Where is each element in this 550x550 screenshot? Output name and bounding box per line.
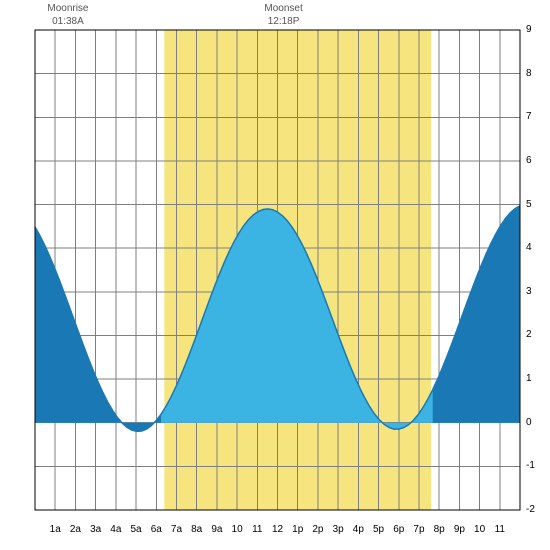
- x-tick-label: 12: [268, 524, 288, 535]
- annotation-time: 01:38A: [38, 15, 98, 28]
- x-tick-label: 7p: [409, 524, 429, 535]
- tide-chart: 1a2a3a4a5a6a7a8a9a1011121p2p3p4p5p6p7p8p…: [0, 0, 550, 550]
- x-tick-label: 4p: [348, 524, 368, 535]
- x-tick-label: 11: [247, 524, 267, 535]
- y-tick-label: -2: [526, 504, 546, 515]
- y-tick-label: 7: [526, 111, 546, 122]
- y-tick-label: 5: [526, 199, 546, 210]
- x-tick-label: 8p: [429, 524, 449, 535]
- chart-svg: [0, 0, 550, 550]
- x-tick-label: 10: [227, 524, 247, 535]
- x-tick-label: 7a: [166, 524, 186, 535]
- y-tick-label: 0: [526, 417, 546, 428]
- x-tick-label: 2p: [308, 524, 328, 535]
- x-tick-label: 10: [470, 524, 490, 535]
- x-tick-label: 8a: [187, 524, 207, 535]
- x-tick-label: 2a: [65, 524, 85, 535]
- annotation-title: Moonset: [254, 2, 314, 15]
- x-tick-label: 11: [490, 524, 510, 535]
- y-tick-label: 2: [526, 329, 546, 340]
- annotation-title: Moonrise: [38, 2, 98, 15]
- y-tick-label: 4: [526, 242, 546, 253]
- x-tick-label: 9a: [207, 524, 227, 535]
- x-tick-label: 4a: [106, 524, 126, 535]
- x-tick-label: 5a: [126, 524, 146, 535]
- x-tick-label: 5p: [369, 524, 389, 535]
- x-tick-label: 1p: [288, 524, 308, 535]
- x-tick-label: 3a: [86, 524, 106, 535]
- x-tick-label: 3p: [328, 524, 348, 535]
- x-tick-label: 9p: [449, 524, 469, 535]
- y-tick-label: 1: [526, 373, 546, 384]
- y-tick-label: 3: [526, 286, 546, 297]
- moon-annotation: Moonrise01:38A: [38, 2, 98, 28]
- y-tick-label: -1: [526, 460, 546, 471]
- y-tick-label: 9: [526, 24, 546, 35]
- x-tick-label: 6a: [146, 524, 166, 535]
- moon-annotation: Moonset12:18P: [254, 2, 314, 28]
- y-tick-label: 6: [526, 155, 546, 166]
- annotation-time: 12:18P: [254, 15, 314, 28]
- x-tick-label: 6p: [389, 524, 409, 535]
- x-tick-label: 1a: [45, 524, 65, 535]
- y-tick-label: 8: [526, 68, 546, 79]
